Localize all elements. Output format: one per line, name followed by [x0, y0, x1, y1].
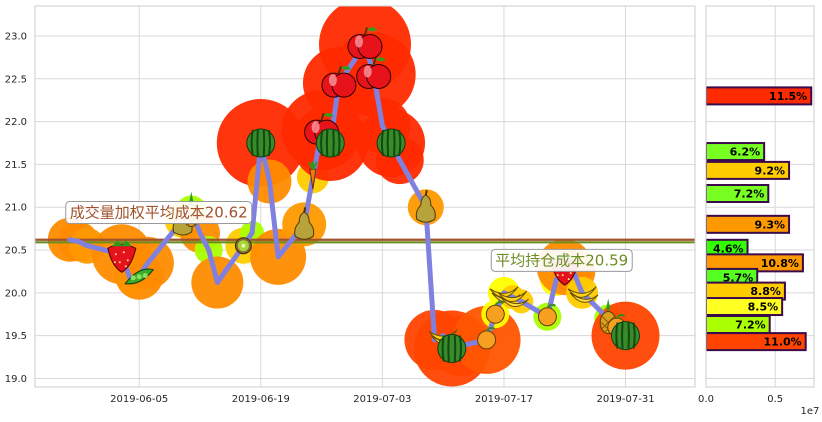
watermelon-icon — [246, 128, 276, 158]
avg-cost-annotation-text: 平均持仓成本20.59 — [495, 251, 628, 269]
main-y-tick-label: 22.0 — [5, 117, 27, 128]
annotations: 成交量加权平均成本20.62 平均持仓成本20.59 — [65, 200, 633, 272]
watermelon-icon — [376, 128, 406, 158]
main-y-tick-label: 20.0 — [5, 288, 27, 299]
banana-icon — [498, 290, 529, 308]
side-x-tick-label: 0.0 — [698, 394, 714, 405]
apple-icon — [347, 27, 383, 59]
volume-profile-plot: 11.5% 6.2% 9.2% 7.2% 9.3% 4.6% 10.8% 5.7%8.8% 8.… — [698, 5, 820, 417]
volume-profile-bar — [706, 184, 770, 204]
kiwi-icon — [234, 237, 252, 255]
orange-icon — [537, 303, 557, 327]
volume-profile-bar-label: 6.2% — [730, 146, 761, 159]
peapod-icon — [124, 268, 155, 285]
orange-icon — [485, 301, 505, 324]
fruit-markers — [107, 27, 640, 363]
volume-profile-bar-label: 11.0% — [764, 336, 802, 349]
pear-icon — [294, 207, 315, 240]
volume-profile-bar-label: 10.8% — [761, 257, 799, 270]
main-y-tick-label: 23.0 — [5, 31, 27, 42]
main-x-tick-label: 2019-06-19 — [232, 394, 290, 405]
cost-lines — [35, 238, 695, 244]
main-x-tick-label: 2019-07-03 — [353, 394, 411, 405]
volume-profile-bars: 11.5% 6.2% 9.2% 7.2% 9.3% 4.6% 10.8% 5.7%8.8% 8.… — [706, 86, 813, 352]
main-y-tick-label: 22.5 — [5, 74, 27, 85]
main-plot-border — [34, 5, 696, 388]
watermelon-icon — [315, 128, 345, 158]
vwap-annotation-text: 成交量加权平均成本20.62 — [70, 203, 248, 221]
volume-profile-bar-label: 7.2% — [735, 318, 766, 331]
main-y-tick-label: 21.0 — [5, 203, 27, 214]
side-x-tick-label: 0.5 — [767, 394, 783, 405]
main-x-tick-label: 2019-07-31 — [596, 394, 654, 405]
main-x-tick-label: 2019-07-17 — [475, 394, 533, 405]
side-plot-border — [705, 5, 815, 388]
volume-profile-bar-label: 5.7% — [723, 271, 754, 284]
side-x-multiplier: 1e7 — [801, 406, 820, 417]
watermelon-icon — [611, 321, 640, 351]
avg-cost-annotation: 平均持仓成本20.59 — [490, 248, 633, 272]
strawberry-icon — [107, 240, 137, 273]
main-y-tick-label: 21.5 — [5, 160, 27, 171]
vwap-annotation: 成交量加权平均成本20.62 — [65, 200, 253, 224]
volume-profile-bar — [706, 214, 791, 234]
watermelon-icon — [437, 334, 467, 363]
orange-icon — [477, 326, 497, 350]
main-x-tick-labels: 2019-06-05 2019-06-19 2019-07-03 2019-07-17… — [110, 394, 654, 405]
main-y-tick-label: 19.5 — [5, 331, 27, 342]
carrot-icon — [308, 161, 318, 190]
volume-profile-bar — [706, 332, 807, 352]
apple-icon — [356, 57, 392, 89]
volume-profile-bar-label: 9.3% — [755, 218, 786, 231]
main-y-tick-label: 20.5 — [5, 246, 27, 257]
volume-profile-bar — [706, 160, 791, 180]
volume-profile-bar-label: 11.5% — [769, 90, 807, 103]
volume-profile-bar — [706, 86, 813, 106]
volume-profile-bar-label: 9.2% — [755, 164, 786, 177]
main-x-tick-label: 2019-06-05 — [110, 394, 168, 405]
banana-icon — [567, 286, 599, 303]
volume-profile-bar — [706, 142, 766, 162]
volume-profile-bar-label: 4.6% — [713, 242, 744, 255]
side-x-tick-labels: 0.0 0.5 — [698, 394, 783, 405]
volume-profile-bar-label: 8.5% — [748, 301, 779, 314]
volume-profile-bar-label: 8.8% — [750, 285, 781, 298]
volume-profile-bar-label: 7.2% — [734, 188, 765, 201]
main-y-tick-labels: 19.0 19.5 20.0 20.5 21.0 21.5 22.0 22.5 23.0 — [5, 31, 27, 384]
main-y-tick-label: 19.0 — [5, 374, 27, 385]
pear-icon — [415, 190, 436, 223]
apple-icon — [321, 65, 357, 98]
main-plot: 成交量加权平均成本20.62 平均持仓成本20.59 2019-06-05 201… — [5, 5, 696, 405]
